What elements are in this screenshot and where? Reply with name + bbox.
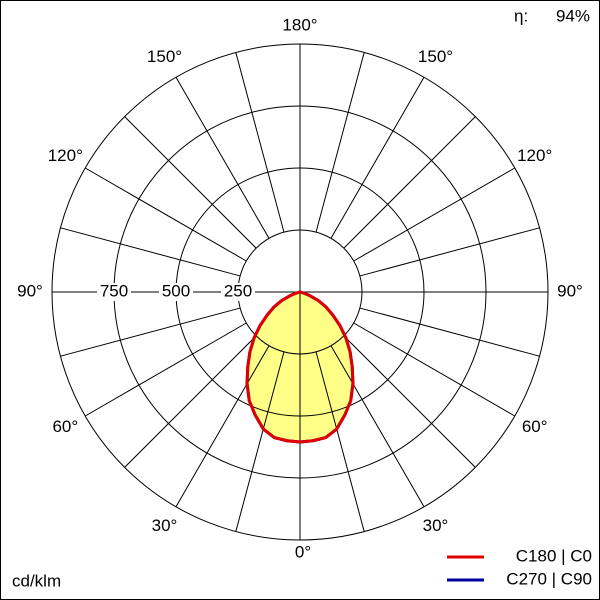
series-line: [245, 290, 355, 444]
spoke: [60, 307, 241, 357]
angle-label-bg: [514, 417, 555, 438]
spoke: [343, 116, 476, 249]
angle-label: 30°: [423, 516, 449, 535]
spoke: [124, 335, 257, 468]
angle-label-bg: [144, 516, 185, 537]
spoke: [84, 322, 247, 417]
angle-label: 60°: [52, 417, 78, 436]
r-tick-label: 750: [100, 281, 128, 300]
angle-label-bg: [415, 516, 456, 537]
angle-label: 150°: [418, 47, 453, 66]
spoke: [330, 76, 425, 239]
spoke: [359, 227, 540, 277]
spoke: [353, 167, 516, 262]
efficiency-value: 94%: [556, 6, 590, 25]
spoke: [315, 52, 365, 233]
angle-label-bg: [283, 543, 323, 563]
spoke: [315, 351, 365, 532]
spoke: [60, 227, 241, 277]
legend-label: C180 | C0: [516, 546, 592, 565]
angle-label-bg: [280, 16, 320, 36]
r-tick-bg: [221, 283, 255, 301]
angle-label: 60°: [522, 417, 548, 436]
spoke: [175, 345, 270, 508]
spoke: [175, 76, 270, 239]
angle-label-bg: [514, 146, 555, 167]
angle-label: 0°: [295, 542, 311, 561]
angle-label-bg: [144, 47, 185, 68]
r-tick-label: 500: [162, 281, 190, 300]
angle-label-bg: [45, 146, 86, 167]
spoke: [343, 335, 476, 468]
angle-label-bg: [415, 47, 456, 68]
spoke: [84, 167, 247, 262]
angle-label-bg: [45, 417, 86, 438]
r-tick-bg: [159, 283, 193, 301]
spoke: [124, 116, 257, 249]
spoke: [359, 307, 540, 357]
angle-label: 120°: [517, 146, 552, 165]
spoke: [330, 345, 425, 508]
angle-label-bg: [550, 282, 590, 302]
spoke: [235, 351, 285, 532]
efficiency-label: η:: [514, 6, 528, 25]
r-tick-label: 250: [224, 281, 252, 300]
angle-label: 30°: [152, 516, 178, 535]
r-tick-bg: [97, 283, 131, 301]
angle-label: 90°: [17, 281, 43, 300]
legend-label: C270 | C90: [506, 569, 592, 588]
angle-label-bg: [10, 282, 50, 302]
angle-label: 90°: [557, 281, 583, 300]
spoke: [353, 322, 516, 417]
angle-label: 120°: [48, 146, 83, 165]
angle-label: 180°: [282, 15, 317, 34]
spoke: [235, 52, 285, 233]
angle-label: 150°: [147, 47, 182, 66]
unit-label: cd/klm: [12, 571, 61, 590]
